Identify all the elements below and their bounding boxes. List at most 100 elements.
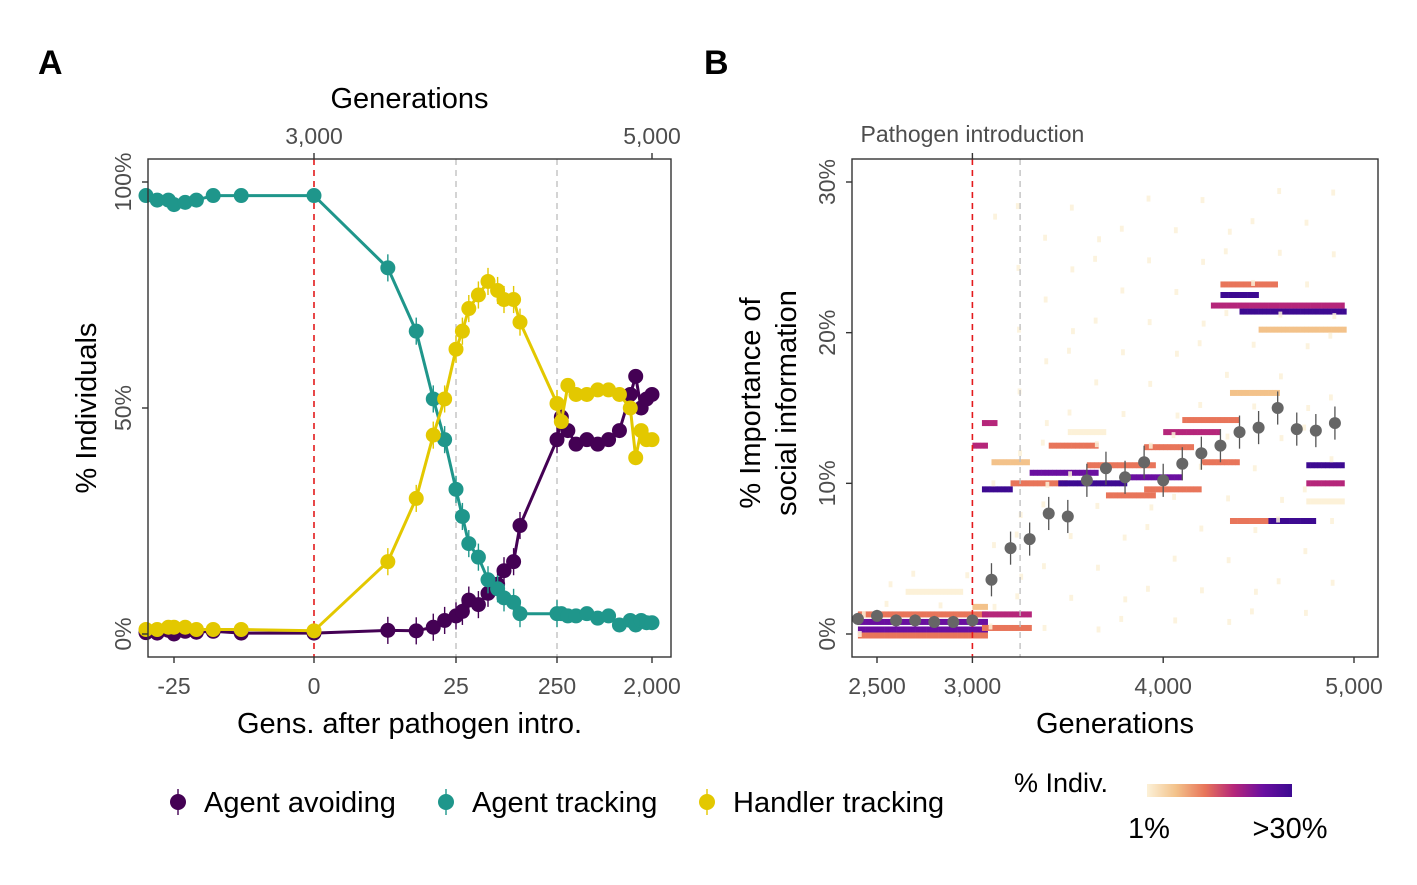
legend-item-agent-avoiding: Agent avoiding (170, 787, 396, 819)
heat-cell-faint (1044, 358, 1049, 365)
heat-band (1144, 486, 1202, 493)
heat-cell (1083, 442, 1088, 449)
heat-cell (993, 611, 998, 618)
heat-cell (983, 442, 988, 449)
heat-cell-faint (1251, 279, 1255, 286)
data-point (425, 619, 441, 635)
mean-point (1328, 417, 1341, 430)
heat-band (1210, 302, 1345, 309)
heat-cell (1023, 624, 1029, 631)
legend-key-point (438, 794, 454, 810)
mean-points (851, 391, 1341, 628)
heatmap-area (857, 188, 1347, 639)
series-line (145, 375, 653, 636)
data-point (549, 432, 565, 448)
heat-cell (1218, 302, 1223, 309)
heat-cell-faint (1329, 456, 1334, 463)
heat-cell (1140, 474, 1145, 481)
heat-cell (1247, 292, 1252, 298)
heat-cell (1249, 302, 1254, 309)
heat-cell (869, 632, 874, 639)
data-point (205, 188, 221, 204)
heat-cell (1155, 486, 1160, 493)
heat-cell (1313, 302, 1319, 309)
heat-cell (1117, 492, 1122, 499)
heat-cell-faint (1148, 380, 1153, 387)
heat-cell (1067, 442, 1072, 449)
heat-cell (1063, 469, 1069, 476)
heat-cell (1306, 480, 1311, 487)
heat-cell (1296, 326, 1301, 333)
heat-cell-faint (1200, 197, 1205, 204)
heat-cell (1327, 308, 1332, 315)
heat-cell (972, 632, 977, 639)
heat-cell (1052, 480, 1057, 487)
y-tick-label: 0% (110, 617, 136, 650)
data-point (512, 518, 528, 534)
data-point (138, 621, 154, 637)
heat-cell (1027, 611, 1032, 618)
heat-cell (1144, 492, 1149, 499)
heat-cell (1292, 518, 1298, 524)
heat-cell (884, 632, 889, 639)
heat-band (981, 486, 1013, 493)
heat-cell (1277, 326, 1282, 333)
heat-cell (918, 626, 924, 633)
heat-cell (1117, 462, 1122, 469)
heat-cell (981, 611, 987, 618)
heat-cell (1338, 326, 1343, 333)
heat-cell (1182, 444, 1187, 451)
heat-cell (1292, 308, 1298, 315)
heat-cell (1313, 462, 1319, 469)
heat-cell (1233, 389, 1238, 396)
heat-cell (1333, 302, 1338, 309)
heat-cell (1147, 492, 1153, 499)
heat-cell (1338, 308, 1343, 315)
heat-cell (1125, 492, 1130, 499)
heat-cell (1239, 281, 1244, 288)
heat-band (1105, 492, 1156, 499)
heat-cell (1008, 624, 1013, 631)
data-point (568, 386, 584, 402)
heat-cell (1306, 498, 1311, 505)
heat-cell (915, 626, 920, 633)
heat-cell-faint (1068, 471, 1072, 478)
heat-cell (1075, 469, 1080, 476)
secondary-x-tick-label: 5,000 (623, 123, 681, 149)
heat-cell (1132, 474, 1137, 481)
heat-cell (1151, 492, 1156, 499)
heat-cell (1090, 442, 1095, 449)
heat-cell (968, 632, 973, 639)
heat-cell-faint (1015, 203, 1020, 210)
heat-cell (1220, 459, 1225, 466)
heat-cell (1264, 389, 1269, 396)
heat-cell (1266, 308, 1271, 315)
heat-cell (1212, 429, 1217, 436)
heat-cell-faint (1173, 617, 1178, 624)
heat-cell (1144, 474, 1149, 481)
heat-cell (945, 626, 950, 633)
heat-band (981, 611, 1032, 618)
heat-cell (1228, 417, 1233, 424)
heat-cell (941, 626, 946, 633)
heat-cell (1201, 429, 1206, 436)
heat-cell (985, 611, 990, 618)
heat-cell (1060, 442, 1065, 449)
mean-point (1099, 462, 1112, 475)
heat-cell (993, 624, 998, 631)
heat-cell (1208, 429, 1214, 436)
data-point (380, 554, 396, 570)
heat-cell (1329, 480, 1334, 487)
series-agent-avoiding (138, 368, 660, 645)
heat-cell (1075, 429, 1080, 436)
heat-cell (1321, 462, 1326, 469)
heat-cell (960, 618, 966, 625)
heat-cell-faint (1304, 219, 1309, 226)
data-point (601, 608, 617, 624)
heat-cell (1268, 389, 1273, 396)
heat-cell (1174, 429, 1179, 436)
heat-cell (1113, 462, 1118, 469)
data-point (205, 621, 221, 637)
heat-cell-faint (1175, 350, 1179, 357)
